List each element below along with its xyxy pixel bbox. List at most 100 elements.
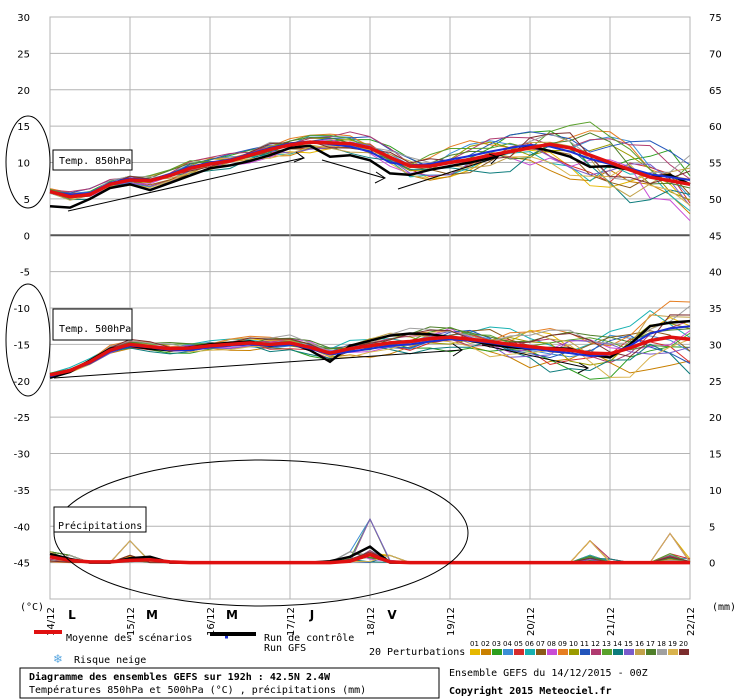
perturbation-swatch <box>624 649 634 655</box>
perturbation-number: 04 <box>503 640 512 648</box>
perturbation-number: 08 <box>547 640 556 648</box>
mean-line <box>49 335 691 377</box>
perturbation-number: 16 <box>635 640 644 648</box>
hand-annotations <box>5 115 590 607</box>
ellipse-precip <box>53 459 469 607</box>
right-tick-label: 55 <box>709 159 722 170</box>
grid-lines <box>49 16 691 600</box>
left-tick-label: -10 <box>14 304 30 315</box>
perturbation-number: 17 <box>646 640 655 648</box>
left-tick-label: -5 <box>20 268 30 279</box>
perturbation-number: 07 <box>536 640 545 648</box>
trend-arrow-2 <box>321 159 385 179</box>
right-tick-label: 20 <box>709 413 722 424</box>
perturbation-swatch <box>547 649 557 655</box>
t850-label-text: Temp. 850hPa <box>59 156 131 167</box>
right-tick-label: 0 <box>709 559 715 570</box>
perturbation-swatch <box>668 649 678 655</box>
right-tick-label: 65 <box>709 86 722 97</box>
trend-arrow-3 <box>397 156 499 190</box>
x-tick-label: 20/12 <box>526 607 537 636</box>
trend-arrow-5 <box>481 344 589 369</box>
trend-arrow-2-head <box>374 171 386 184</box>
perturbation-swatch <box>569 649 579 655</box>
left-tick-label: 25 <box>17 49 30 60</box>
right-tick-label: 35 <box>709 304 722 315</box>
legend: Moyenne des scénarios Run de contrôle Ru… <box>34 630 689 666</box>
perturbation-number: 15 <box>624 640 633 648</box>
perturbation-swatch <box>481 649 491 655</box>
right-tick-label: 25 <box>709 377 722 388</box>
perturbation-swatches: 01 02 03 04 05 06 07 08 09 10 11 12 13 14 15 16 17 18 19 20 <box>470 640 689 655</box>
member-precip-line <box>49 551 691 564</box>
right-tick-label: 10 <box>709 486 722 497</box>
x-tick-label: 16/12 <box>206 607 217 636</box>
perturbation-swatch <box>613 649 623 655</box>
x-tick-label: 19/12 <box>446 607 457 636</box>
x-tick-label: 15/12 <box>126 607 137 636</box>
perturbation-swatch <box>536 649 546 655</box>
snowflake-icon: ❄ <box>53 652 63 666</box>
x-tick-label: 18/12 <box>366 607 377 636</box>
chart-subtitle: Températures 850hPa et 500hPa (°C) , pré… <box>29 684 366 696</box>
legend-control-label: Run de contrôle <box>264 632 354 644</box>
day-letter: L <box>68 608 76 622</box>
perturbation-swatch <box>492 649 502 655</box>
perturbation-number: 01 <box>470 640 479 648</box>
perturbation-number: 05 <box>514 640 523 648</box>
day-letter: V <box>387 608 397 622</box>
left-tick-label: 10 <box>17 159 30 170</box>
right-tick-label: 5 <box>709 522 715 533</box>
perturbation-swatch <box>525 649 535 655</box>
left-tick-label: 5 <box>24 195 30 206</box>
panel-label-t850: Temp. 850hPa <box>52 149 133 171</box>
perturbation-swatch <box>514 649 524 655</box>
left-tick-label: 0 <box>24 231 30 242</box>
trend-arrow-4-head <box>452 343 463 357</box>
axes: 302520151050-5-10-15-20-25-30-35-40-4575… <box>14 13 722 636</box>
right-tick-label: 70 <box>709 49 722 60</box>
left-tick-label: 20 <box>17 86 30 97</box>
main-series <box>49 140 691 565</box>
day-letter: J <box>309 608 314 622</box>
perturbation-swatch <box>558 649 568 655</box>
left-tick-label: -30 <box>14 450 30 461</box>
perturbation-swatch <box>591 649 601 655</box>
legend-mean-label: Moyenne des scénarios <box>66 632 192 644</box>
right-tick-label: 45 <box>709 231 722 242</box>
trend-arrow-1 <box>67 157 304 212</box>
trend-arrow-1-head <box>293 151 306 163</box>
trend-arrow-5-head <box>577 362 590 374</box>
x-tick-label: 17/12 <box>286 607 297 636</box>
perturbation-number: 10 <box>569 640 578 648</box>
perturbation-number: 09 <box>558 640 567 648</box>
mean-line <box>49 140 691 199</box>
right-tick-label: 60 <box>709 122 722 133</box>
member-line <box>49 314 691 376</box>
left-tick-label: 30 <box>17 13 30 24</box>
panel-label-t500: Temp. 500hPa <box>52 308 133 341</box>
left-tick-label: -20 <box>14 377 30 388</box>
perturbation-swatch <box>679 649 689 655</box>
perturbation-number: 02 <box>481 640 490 648</box>
t500-label-text: Temp. 500hPa <box>59 324 131 335</box>
day-letter: M <box>146 608 158 622</box>
perturbation-swatch <box>470 649 480 655</box>
x-tick-label: 21/12 <box>606 607 617 636</box>
left-tick-label: -25 <box>14 413 30 424</box>
perturbation-number: 20 <box>679 640 688 648</box>
right-tick-label: 40 <box>709 268 722 279</box>
chart-title: Diagramme des ensembles GEFS sur 192h : … <box>29 671 331 683</box>
x-tick-label: 22/12 <box>686 607 697 636</box>
perturbation-number: 06 <box>525 640 534 648</box>
perturbation-number: 13 <box>602 640 611 648</box>
perturbation-swatch <box>635 649 645 655</box>
perturbation-swatch <box>646 649 656 655</box>
perturbation-swatch <box>602 649 612 655</box>
legend-gfs-label: Run GFS <box>264 643 306 654</box>
left-tick-label: -45 <box>14 559 30 570</box>
right-tick-label: 75 <box>709 13 722 24</box>
copyright: Copyright 2015 Meteociel.fr <box>449 685 612 697</box>
